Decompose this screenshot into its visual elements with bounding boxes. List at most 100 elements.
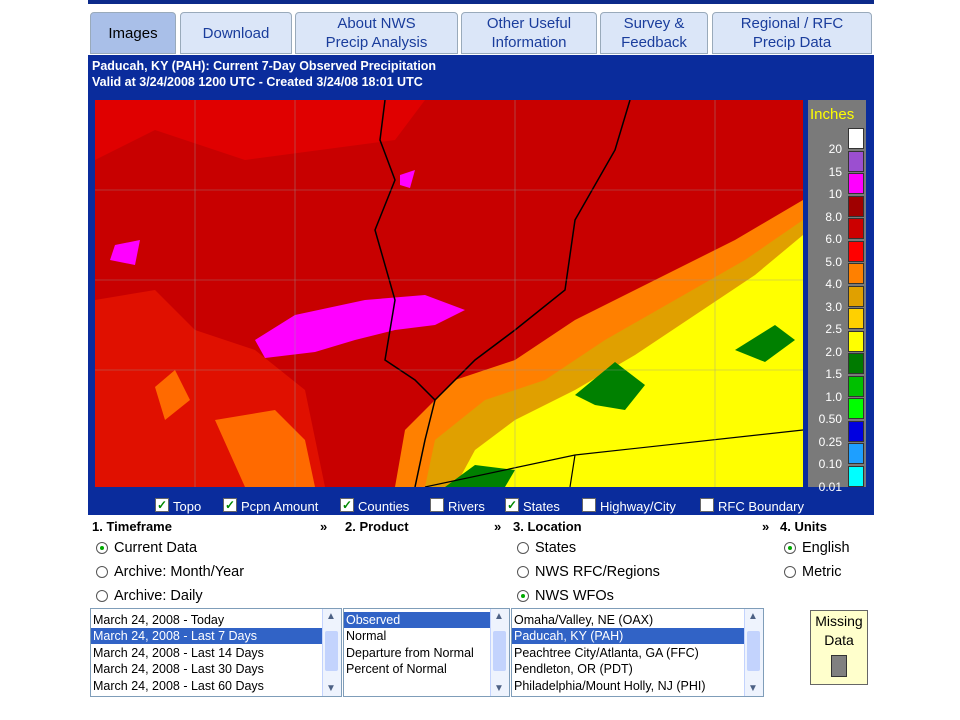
listbox[interactable]: Observed Normal Departure from Normal Perce… (343, 608, 510, 697)
legend-swatch (848, 308, 864, 329)
tab-label: About NWS (337, 15, 416, 32)
list-item[interactable]: March 24, 2008 - Last 30 Days (93, 662, 264, 677)
tab-label: Regional / RFC (740, 15, 844, 32)
scroll-up[interactable]: ▲ (494, 611, 504, 622)
scroll-thumb[interactable] (747, 631, 760, 671)
legend-title: Inches (810, 106, 855, 123)
section-arrow[interactable]: » (494, 519, 502, 534)
map-region (255, 295, 465, 358)
tab[interactable]: Download (180, 12, 292, 54)
list-item[interactable]: Percent of Normal (346, 662, 447, 677)
legend-swatch (848, 465, 864, 487)
checkbox-label: Topo (173, 499, 202, 514)
scroll-thumb[interactable] (325, 631, 338, 671)
legend-label: 1.5 (825, 367, 842, 381)
tab[interactable]: About NWS Precip Analysis (295, 12, 458, 54)
legend-label: 0.25 (818, 434, 842, 449)
checkbox[interactable] (700, 498, 714, 512)
radio[interactable] (96, 542, 108, 554)
legend-swatch (848, 128, 864, 149)
precip-map (95, 100, 803, 487)
list-item[interactable]: March 24, 2008 - Last 7 Days (91, 628, 322, 645)
scroll-thumb[interactable] (493, 631, 506, 671)
section-title: 3. Location (513, 519, 582, 534)
radio[interactable] (96, 590, 108, 602)
checkbox[interactable]: ✓ (155, 498, 169, 512)
legend-label: 0.01 (818, 479, 842, 494)
state-border (374, 100, 436, 487)
radio[interactable] (517, 590, 529, 602)
list-item[interactable]: March 24, 2008 - Last 14 Days (93, 645, 264, 660)
scroll-down[interactable]: ▼ (748, 683, 758, 694)
list-item[interactable]: March 24, 2008 - Last 60 Days (93, 678, 264, 693)
radio-label: English (802, 540, 850, 556)
section-arrow[interactable]: » (320, 519, 328, 534)
list-item[interactable]: Peachtree City/Atlanta, GA (FFC) (514, 645, 699, 660)
checkbox-label: Counties (358, 499, 410, 514)
tab-label: Other Useful (486, 15, 572, 32)
tab[interactable]: Other Useful Information (461, 12, 597, 54)
tab[interactable]: Survey & Feedback (600, 12, 708, 54)
list-item[interactable]: Pendleton, OR (PDT) (514, 662, 633, 677)
tab-label: Survey & (623, 15, 685, 32)
legend-label: 20 (828, 142, 842, 156)
radio[interactable] (784, 542, 796, 554)
list-item[interactable]: Departure from Normal (346, 645, 474, 660)
tab[interactable]: Regional / RFC Precip Data (712, 12, 872, 54)
scroll-down[interactable]: ▼ (326, 683, 336, 694)
header-line: Paducah, KY (PAH): Current 7-Day Observe… (92, 59, 437, 73)
radio[interactable] (517, 542, 529, 554)
radio-label: NWS WFOs (535, 588, 614, 604)
radio[interactable] (784, 566, 796, 578)
radio-label: Archive: Daily (114, 588, 203, 604)
scrollbar[interactable]: ▲ ▼ (744, 609, 763, 696)
radio-label: NWS RFC/Regions (535, 564, 660, 580)
scroll-down[interactable]: ▼ (494, 683, 504, 694)
listbox[interactable]: March 24, 2008 - Today March 24, 2008 - L… (90, 608, 342, 697)
legend-swatch (848, 150, 864, 172)
list-item[interactable]: Philadelphia/Mount Holly, NJ (PHI) (514, 678, 706, 693)
scrollbar[interactable]: ▲ ▼ (322, 609, 341, 696)
legend-swatch (848, 195, 864, 217)
scroll-up[interactable]: ▲ (748, 611, 758, 622)
tab-label: Precip Data (752, 34, 832, 51)
legend-swatch (848, 398, 864, 419)
legend-label: 0.10 (818, 457, 842, 471)
legend-label: 5.0 (825, 254, 842, 269)
radio-label: Metric (802, 564, 842, 580)
section-title: 2. Product (345, 519, 409, 534)
checkbox[interactable]: ✓ (223, 498, 237, 512)
tab-label: Precip Analysis (325, 34, 428, 51)
legend-label: 4.0 (825, 277, 842, 291)
radio[interactable] (517, 566, 529, 578)
section-title: 1. Timeframe (92, 519, 172, 534)
top-bar (88, 0, 874, 4)
checkbox[interactable]: ✓ (340, 498, 354, 512)
map-region (155, 370, 315, 487)
radio-label: Archive: Month/Year (114, 564, 245, 580)
list-item[interactable]: Paducah, KY (PAH) (512, 628, 744, 645)
radio[interactable] (96, 566, 108, 578)
scroll-up[interactable]: ▲ (326, 611, 336, 622)
list-item[interactable]: Observed (344, 612, 490, 628)
list-item[interactable]: Normal (346, 629, 387, 644)
section-arrow[interactable]: » (762, 519, 770, 534)
map-region (455, 235, 803, 487)
tab[interactable]: Images (90, 12, 176, 54)
list-item[interactable]: March 24, 2008 - Today (93, 613, 225, 627)
legend-label: 3.0 (825, 299, 842, 314)
listbox[interactable]: Omaha/Valley, NE (OAX) Paducah, KY (PAH) P… (511, 608, 764, 697)
scrollbar[interactable]: ▲ ▼ (490, 609, 509, 696)
legend-swatch (848, 353, 864, 374)
list-item[interactable]: Omaha/Valley, NE (OAX) (514, 613, 654, 627)
checkbox-label: Highway/City (600, 499, 676, 514)
tab-label: Information (491, 34, 567, 51)
legend-swatch (848, 218, 864, 239)
checkbox[interactable]: ✓ (505, 498, 519, 512)
legend-label: 6.0 (825, 232, 842, 246)
checkbox[interactable] (430, 498, 444, 512)
missing-data-label: Missing (815, 613, 863, 629)
legend-swatch (848, 263, 864, 284)
checkbox[interactable] (582, 498, 596, 512)
checkbox-label: RFC Boundary (718, 499, 804, 514)
